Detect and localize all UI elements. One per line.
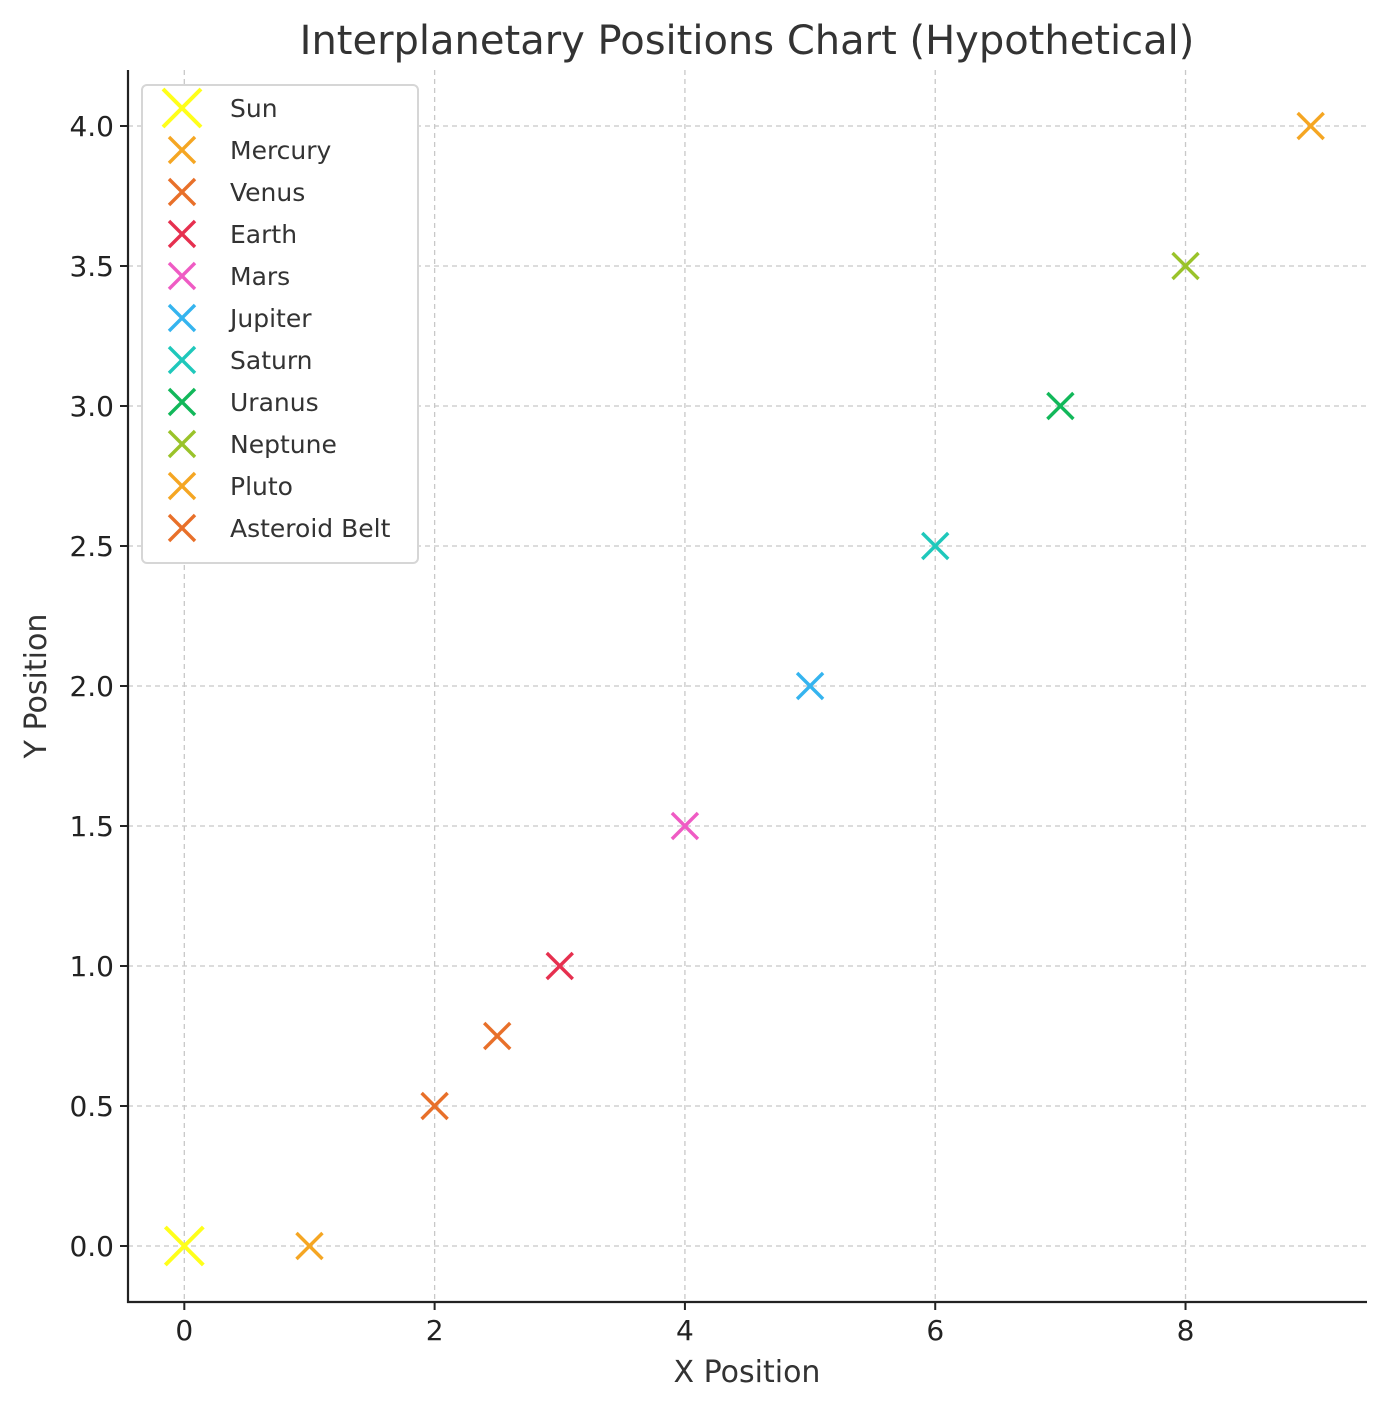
legend-label-sun: Sun	[230, 94, 278, 123]
point-asteroid-belt	[482, 1021, 512, 1051]
legend-label-uranus: Uranus	[230, 388, 319, 417]
legend-marker-mars	[167, 261, 197, 291]
y-tick-label: 0.0	[69, 1230, 114, 1263]
legend-label-pluto: Pluto	[230, 472, 293, 501]
legend-label-saturn: Saturn	[230, 346, 313, 375]
x-axis-label: X Position	[674, 1355, 821, 1390]
x-tick-label: 8	[1177, 1314, 1195, 1347]
x-tick-label: 0	[175, 1314, 193, 1347]
point-earth	[545, 951, 574, 981]
point-mercury	[295, 1231, 324, 1261]
legend-label-mercury: Mercury	[230, 136, 332, 165]
legend-label-neptune: Neptune	[230, 430, 337, 459]
legend-marker-uranus	[167, 387, 197, 417]
point-mars	[670, 811, 700, 841]
legend-box	[141, 84, 419, 564]
point-jupiter	[795, 671, 825, 701]
chart-title: Interplanetary Positions Chart (Hypothet…	[300, 18, 1195, 64]
legend-marker-mercury	[167, 135, 197, 165]
legend-marker-jupiter	[167, 303, 197, 333]
y-tick-label: 3.0	[69, 390, 114, 423]
point-neptune	[1171, 251, 1200, 281]
y-tick-label: 1.5	[69, 810, 114, 843]
legend-label-jupiter: Jupiter	[228, 304, 312, 333]
y-tick-label: 0.5	[69, 1090, 114, 1123]
legend-marker-neptune	[167, 429, 197, 459]
legend-label-mars: Mars	[230, 262, 290, 291]
legend-marker-asteroid-belt	[167, 513, 197, 543]
y-tick-label: 2.5	[69, 530, 114, 563]
point-venus	[420, 1091, 449, 1121]
legend: Sun Mercury Venus Earth Mars Jupiter Saturn Ura…	[141, 84, 419, 564]
legend-label-asteroid-belt: Asteroid Belt	[230, 514, 391, 543]
legend-label-earth: Earth	[230, 220, 297, 249]
x-tick-label: 6	[926, 1314, 944, 1347]
legend-marker-saturn	[167, 345, 197, 375]
x-tick-label: 4	[676, 1314, 694, 1347]
y-tick-label: 3.5	[69, 250, 114, 283]
y-axis-ticks: 0.0 0.5 1.0 1.5 2.0 2.5 3.0 3.5 4.0	[69, 110, 128, 1263]
legend-marker-sun	[161, 87, 203, 129]
legend-marker-earth	[167, 219, 197, 249]
y-tick-label: 2.0	[69, 670, 114, 703]
point-sun	[163, 1225, 205, 1267]
data-points	[163, 111, 1325, 1267]
x-tick-label: 2	[426, 1314, 444, 1347]
legend-marker-pluto	[167, 471, 197, 501]
y-tick-label: 1.0	[69, 950, 114, 983]
point-saturn	[921, 531, 950, 561]
y-axis-label: Y Position	[19, 614, 54, 760]
y-tick-label: 4.0	[69, 110, 114, 143]
legend-marker-venus	[167, 177, 197, 207]
legend-label-venus: Venus	[230, 178, 305, 207]
point-pluto	[1296, 111, 1325, 141]
point-uranus	[1046, 391, 1075, 421]
grid-lines	[128, 70, 1367, 1302]
x-axis-ticks: 0 2 4 6 8	[175, 1302, 1194, 1347]
